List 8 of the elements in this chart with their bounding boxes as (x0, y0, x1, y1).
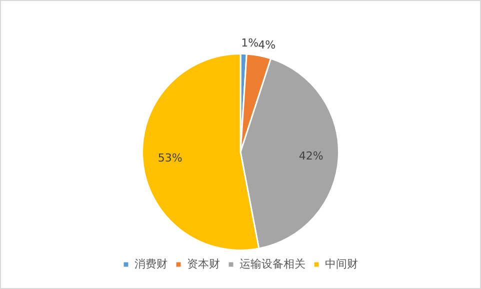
legend-label: 中间财 (325, 257, 358, 270)
data-label: 1% (241, 36, 259, 50)
data-label: 53% (158, 152, 182, 165)
data-label: 4% (258, 38, 276, 52)
data-label: 42% (298, 149, 324, 162)
legend-label: 资本财 (187, 257, 220, 270)
legend-label: 消费财 (134, 257, 168, 270)
legend-label: 运输设备相关 (240, 257, 306, 270)
